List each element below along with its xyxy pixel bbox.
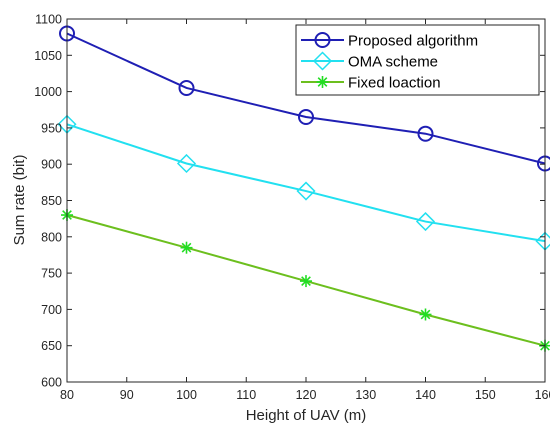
x-tick-label: 80 <box>60 388 74 402</box>
x-tick-label: 90 <box>120 388 134 402</box>
y-tick-label: 650 <box>41 339 62 353</box>
y-tick-label: 750 <box>41 267 62 281</box>
y-axis-label: Sum rate (bit) <box>11 155 28 246</box>
x-tick-label: 100 <box>176 388 197 402</box>
x-tick-label: 150 <box>475 388 496 402</box>
legend-label: Proposed algorithm <box>348 33 478 50</box>
data-point <box>181 242 193 254</box>
y-tick-label: 1050 <box>34 49 62 63</box>
x-axis-label: Height of UAV (m) <box>246 407 367 424</box>
legend: Proposed algorithm OMA scheme Fixed loacti… <box>296 25 539 95</box>
y-tick-label: 900 <box>41 158 62 172</box>
y-tick-label: 950 <box>41 121 62 135</box>
data-point <box>300 275 312 287</box>
x-tick-label: 160 <box>535 388 550 402</box>
legend-label: Fixed loaction <box>348 75 441 92</box>
y-tick-label: 800 <box>41 230 62 244</box>
y-tick-label: 1000 <box>34 85 62 99</box>
x-tick-label: 110 <box>236 388 256 402</box>
y-tick-label: 1100 <box>35 13 62 27</box>
x-tick-label: 140 <box>415 388 436 402</box>
y-tick-label: 700 <box>41 303 62 317</box>
x-tick-label: 130 <box>355 388 376 402</box>
legend-label: OMA scheme <box>348 54 438 71</box>
y-tick-label: 600 <box>41 376 62 390</box>
y-tick-label: 850 <box>41 194 62 208</box>
x-tick-label: 120 <box>296 388 317 402</box>
data-point <box>420 308 432 320</box>
legend-marker <box>317 76 329 88</box>
